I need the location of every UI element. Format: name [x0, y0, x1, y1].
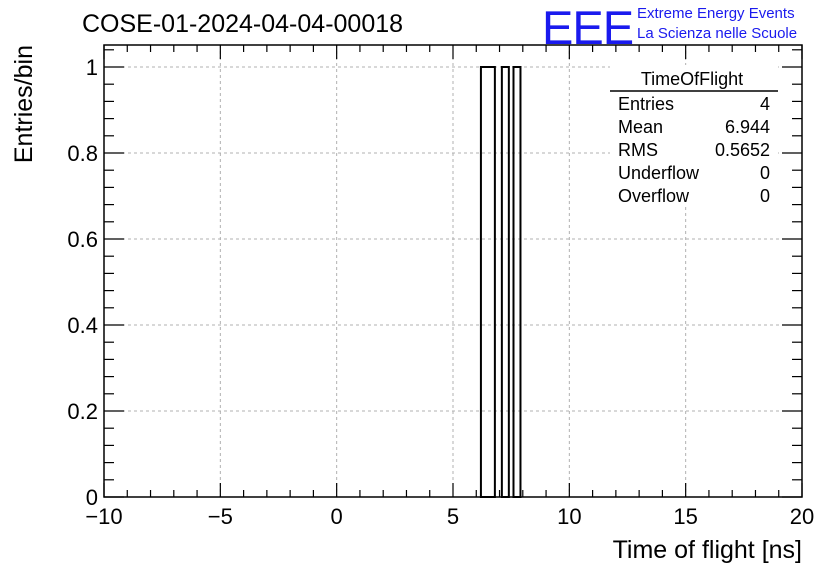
x-tick-label: −5 [208, 504, 233, 529]
stats-title: TimeOfFlight [641, 69, 743, 89]
histogram-bin-2 [500, 66, 510, 498]
y-tick-label: 0.8 [67, 141, 98, 166]
stats-label-underflow: Underflow [618, 163, 700, 183]
stats-value-underflow: 0 [760, 163, 770, 183]
x-tick-label: −10 [85, 504, 122, 529]
x-tick-label: 20 [790, 504, 814, 529]
x-tick-label: 5 [447, 504, 459, 529]
x-tick-label: 15 [673, 504, 697, 529]
stats-value-mean: 6.944 [725, 117, 770, 137]
y-tick-label: 0.2 [67, 399, 98, 424]
stats-value-rms: 0.5652 [715, 140, 770, 160]
histogram-bin-1 [479, 66, 496, 498]
logo-line-2: La Scienza nelle Scuole [637, 25, 798, 42]
y-tick-label: 0.6 [67, 227, 98, 252]
stats-label-rms: RMS [618, 140, 658, 160]
stats-box [610, 65, 778, 207]
x-axis-label: Time of flight [ns] [613, 536, 802, 564]
histogram-bin-3 [512, 66, 522, 498]
x-tick-label: 0 [331, 504, 343, 529]
y-tick-label: 0 [86, 485, 98, 510]
stats-value-entries: 4 [760, 94, 770, 114]
stats-label-overflow: Overflow [618, 186, 690, 206]
y-tick-label: 0.4 [67, 313, 98, 338]
x-tick-label: 10 [557, 504, 581, 529]
stats-label-mean: Mean [618, 117, 663, 137]
stats-label-entries: Entries [618, 94, 674, 114]
chart-title: COSE-01-2024-04-04-00018 [82, 10, 404, 38]
logo-line-1: Extreme Energy Events [637, 5, 795, 22]
stats-value-overflow: 0 [760, 186, 770, 206]
y-axis-label: Entries/bin [10, 45, 38, 163]
y-tick-label: 1 [86, 55, 98, 80]
